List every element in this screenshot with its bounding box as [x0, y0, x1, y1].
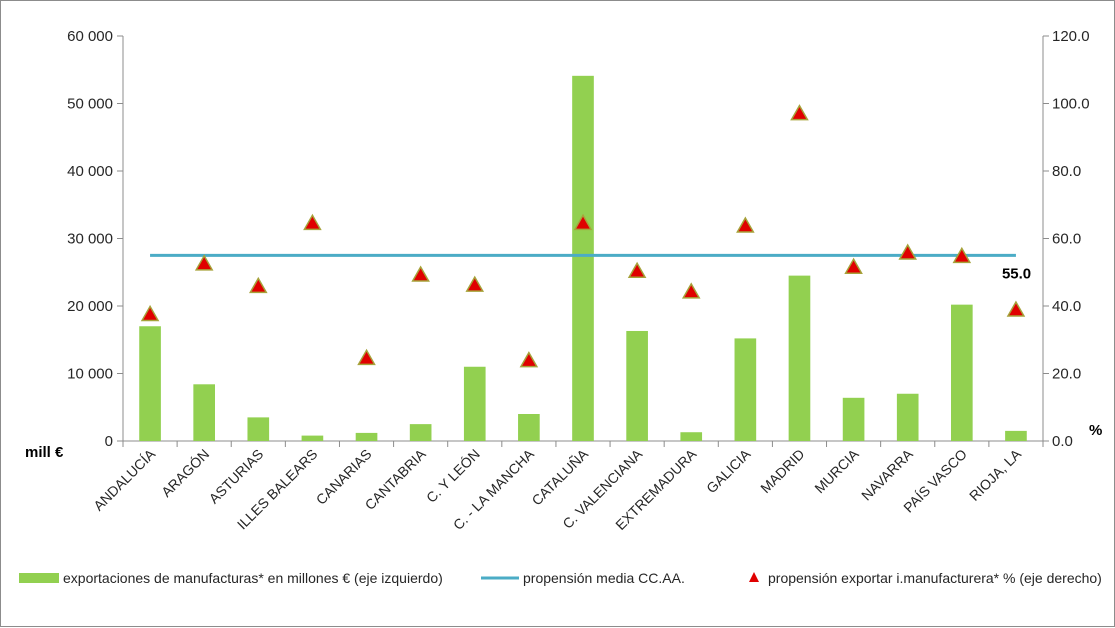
bar: [951, 304, 973, 441]
category-label: ARAGÓN: [158, 446, 212, 500]
legend-label-line: propensión media CC.AA.: [523, 570, 685, 586]
bar: [247, 417, 270, 441]
left-axis-unit: mill €: [25, 444, 64, 461]
marker: [573, 213, 593, 231]
bar: [842, 397, 865, 441]
category-label: ANDALUCÍA: [90, 445, 158, 513]
right-axis-unit: %: [1089, 422, 1102, 439]
legend-label-markers: propensión exportar i.manufacturera* % (…: [768, 570, 1102, 586]
marker: [844, 257, 863, 274]
left-axis-tick-label: 20 000: [67, 298, 113, 315]
right-axis-tick-label: 40.0: [1052, 298, 1081, 315]
left-axis-tick-label: 60 000: [67, 28, 113, 45]
category-label: NAVARRA: [858, 445, 916, 503]
right-axis: 0.0 20.0 40.0 60.0 80.0 100.0 120.0: [1042, 28, 1090, 450]
left-axis-tick-label: 30 000: [67, 231, 113, 248]
bar: [409, 424, 432, 441]
bar: [734, 338, 757, 441]
left-axis: 0 10 000 20 000 30 000 40 000 50 000 60 000: [67, 28, 1044, 450]
bar: [518, 414, 540, 441]
category-label: MADRID: [757, 446, 807, 496]
right-axis-tick-label: 120.0: [1052, 28, 1090, 45]
marker: [303, 213, 322, 231]
marker: [465, 275, 485, 292]
marker: [357, 348, 376, 366]
bar: [1005, 430, 1027, 441]
marker: [790, 104, 809, 121]
bar: [193, 384, 215, 441]
legend: exportaciones de manufacturas* en millon…: [19, 570, 1102, 586]
average-line-series: 55.0: [150, 253, 1031, 282]
marker-series: [140, 104, 1026, 368]
bar: [301, 435, 324, 441]
bar: [680, 432, 703, 441]
marker: [411, 265, 430, 282]
bar: [572, 75, 594, 441]
right-axis-tick-label: 0.0: [1052, 433, 1073, 450]
bar: [626, 330, 648, 441]
marker: [898, 243, 917, 260]
left-axis-tick-label: 10 000: [67, 366, 113, 383]
bar: [788, 275, 811, 441]
right-axis-tick-label: 20.0: [1052, 366, 1081, 383]
bar-series: [139, 75, 1027, 441]
left-axis-tick-label: 50 000: [67, 96, 113, 113]
marker: [736, 216, 755, 233]
marker: [627, 261, 647, 278]
right-axis-tick-label: 100.0: [1052, 96, 1090, 113]
left-axis-tick-label: 40 000: [67, 163, 113, 180]
category-label: MURCIA: [811, 445, 862, 496]
marker: [249, 276, 268, 294]
right-axis-tick-label: 80.0: [1052, 163, 1081, 180]
category-label: GALICIA: [703, 445, 754, 496]
legend-swatch-bars: [19, 573, 59, 583]
bar: [896, 393, 919, 441]
bar: [355, 432, 378, 441]
bar: [463, 366, 486, 441]
bar: [139, 326, 161, 441]
legend-swatch-markers: [749, 572, 759, 582]
marker: [140, 304, 160, 322]
category-label: RIOJA, LA: [966, 445, 1025, 504]
marker: [952, 246, 972, 264]
right-axis-tick-label: 60.0: [1052, 231, 1081, 248]
marker: [194, 254, 214, 271]
marker: [519, 351, 539, 368]
legend-label-bars: exportaciones de manufacturas* en millon…: [63, 570, 443, 586]
left-axis-tick-label: 0: [105, 433, 113, 450]
marker: [1006, 300, 1026, 317]
average-value-label: 55.0: [1002, 265, 1031, 282]
marker: [681, 282, 701, 299]
